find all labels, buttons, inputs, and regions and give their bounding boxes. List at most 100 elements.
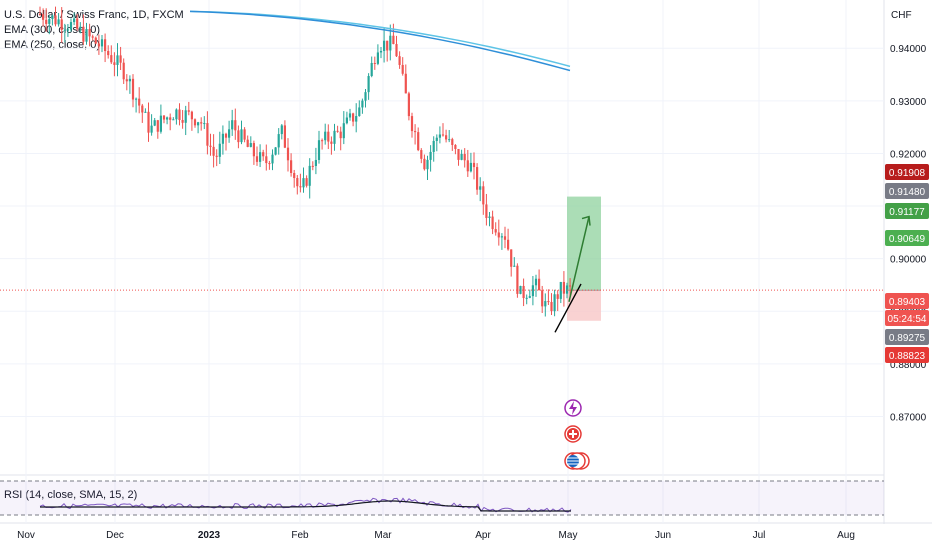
- rsi-line: [39, 497, 572, 513]
- lightning-glyph: [569, 401, 577, 415]
- candle-body: [454, 144, 457, 149]
- candle-body: [336, 130, 339, 132]
- candle-body: [265, 156, 268, 164]
- candle-body: [125, 79, 128, 82]
- time-axis[interactable]: Nov Dec 2023 Feb Mar Apr May Jun Jul Aug: [17, 530, 855, 541]
- candle-body: [451, 139, 454, 145]
- candle-body: [302, 178, 305, 188]
- candle-body: [488, 216, 491, 218]
- candle-body: [274, 147, 277, 155]
- candle-body: [153, 120, 156, 126]
- candle-body: [550, 301, 553, 312]
- candle-body: [197, 122, 200, 126]
- candle-body: [66, 29, 69, 31]
- candle-body: [314, 159, 317, 166]
- candle-body: [116, 55, 119, 65]
- event-icons: [564, 399, 590, 470]
- candle-body: [491, 216, 494, 230]
- legend-ema300[interactable]: EMA (300, close, 0): [4, 24, 100, 36]
- candle-body: [482, 186, 485, 205]
- candle-body: [172, 119, 175, 121]
- x-tick-label: Mar: [374, 530, 392, 541]
- candle-body: [271, 154, 274, 164]
- y-tick-label: 0.88000: [890, 360, 927, 371]
- candle-body: [383, 40, 386, 51]
- candle-body: [141, 105, 144, 113]
- price-tag-bg: [885, 293, 929, 309]
- candle-body: [293, 172, 296, 179]
- candle-body: [166, 117, 169, 120]
- ema250-line: [189, 10, 571, 72]
- candle-body: [562, 281, 565, 294]
- rsi-panel: [0, 480, 884, 516]
- ema-lines: [189, 10, 571, 72]
- candle-body: [324, 131, 327, 141]
- y-tick-label: 0.92000: [890, 149, 927, 160]
- candle-body: [531, 285, 534, 297]
- candle-body: [218, 143, 221, 157]
- candle-body: [231, 120, 234, 130]
- candle-body: [237, 130, 240, 143]
- candle-body: [417, 132, 420, 151]
- candle-body: [330, 141, 333, 144]
- price-tag: 0.91908: [885, 164, 929, 180]
- candle-body: [364, 92, 367, 101]
- lightning-icon: [564, 399, 582, 417]
- price-tag-label: 0.88823: [889, 351, 926, 362]
- rsi-legend[interactable]: RSI (14, close, SMA, 15, 2): [4, 489, 138, 501]
- candle-body: [445, 135, 448, 140]
- candle-body: [352, 113, 355, 122]
- candle-body: [370, 62, 373, 77]
- x-tick-label: Nov: [17, 530, 35, 541]
- price-tag-label: 05:24:54: [888, 314, 927, 325]
- price-tag-label: 0.91177: [889, 207, 925, 218]
- candle-body: [200, 122, 203, 124]
- candle-body: [541, 290, 544, 307]
- candle-body: [255, 156, 259, 162]
- candle-body: [91, 36, 94, 38]
- candle-body: [38, 14, 42, 15]
- x-tick-label: Apr: [475, 530, 491, 541]
- candle-body: [181, 119, 184, 123]
- candle-body: [361, 100, 364, 108]
- candle-body: [249, 143, 252, 147]
- arrow-head: [581, 215, 591, 226]
- candle-body: [345, 117, 348, 124]
- candle-body: [373, 62, 376, 64]
- candle-body: [128, 78, 131, 82]
- candle-body: [457, 148, 460, 160]
- candle-body: [553, 294, 556, 312]
- candle-body: [76, 18, 79, 29]
- candle-body: [463, 153, 466, 161]
- candle-body: [299, 186, 302, 188]
- flag-stripes: [567, 457, 579, 465]
- price-tag-bg: [885, 183, 929, 199]
- candle-body: [544, 301, 547, 307]
- x-tick-label: May: [559, 530, 578, 541]
- candle-body: [94, 37, 97, 44]
- candle-body: [159, 115, 162, 132]
- candle-body: [432, 140, 435, 152]
- candle-body: [485, 204, 488, 218]
- x-tick-label: Dec: [106, 530, 124, 541]
- candle-body: [438, 134, 441, 138]
- candle-body: [404, 73, 407, 94]
- candle-body: [296, 178, 299, 187]
- candle-body: [420, 150, 423, 159]
- candle-body: [119, 55, 122, 63]
- candle-body: [290, 160, 293, 173]
- candle-body: [503, 236, 507, 240]
- price-tag: 0.90649: [885, 230, 929, 246]
- candle-body: [358, 107, 361, 117]
- candle-body: [472, 162, 476, 168]
- price-tag: 0.89275: [885, 329, 929, 345]
- candle-body: [429, 151, 432, 160]
- candle-body: [333, 130, 336, 144]
- us-flag-icon: [564, 452, 590, 470]
- candle-body: [510, 249, 513, 267]
- candle-body: [88, 29, 91, 37]
- candle-body: [528, 296, 531, 298]
- candle-body: [348, 113, 352, 118]
- candle-body: [57, 19, 60, 25]
